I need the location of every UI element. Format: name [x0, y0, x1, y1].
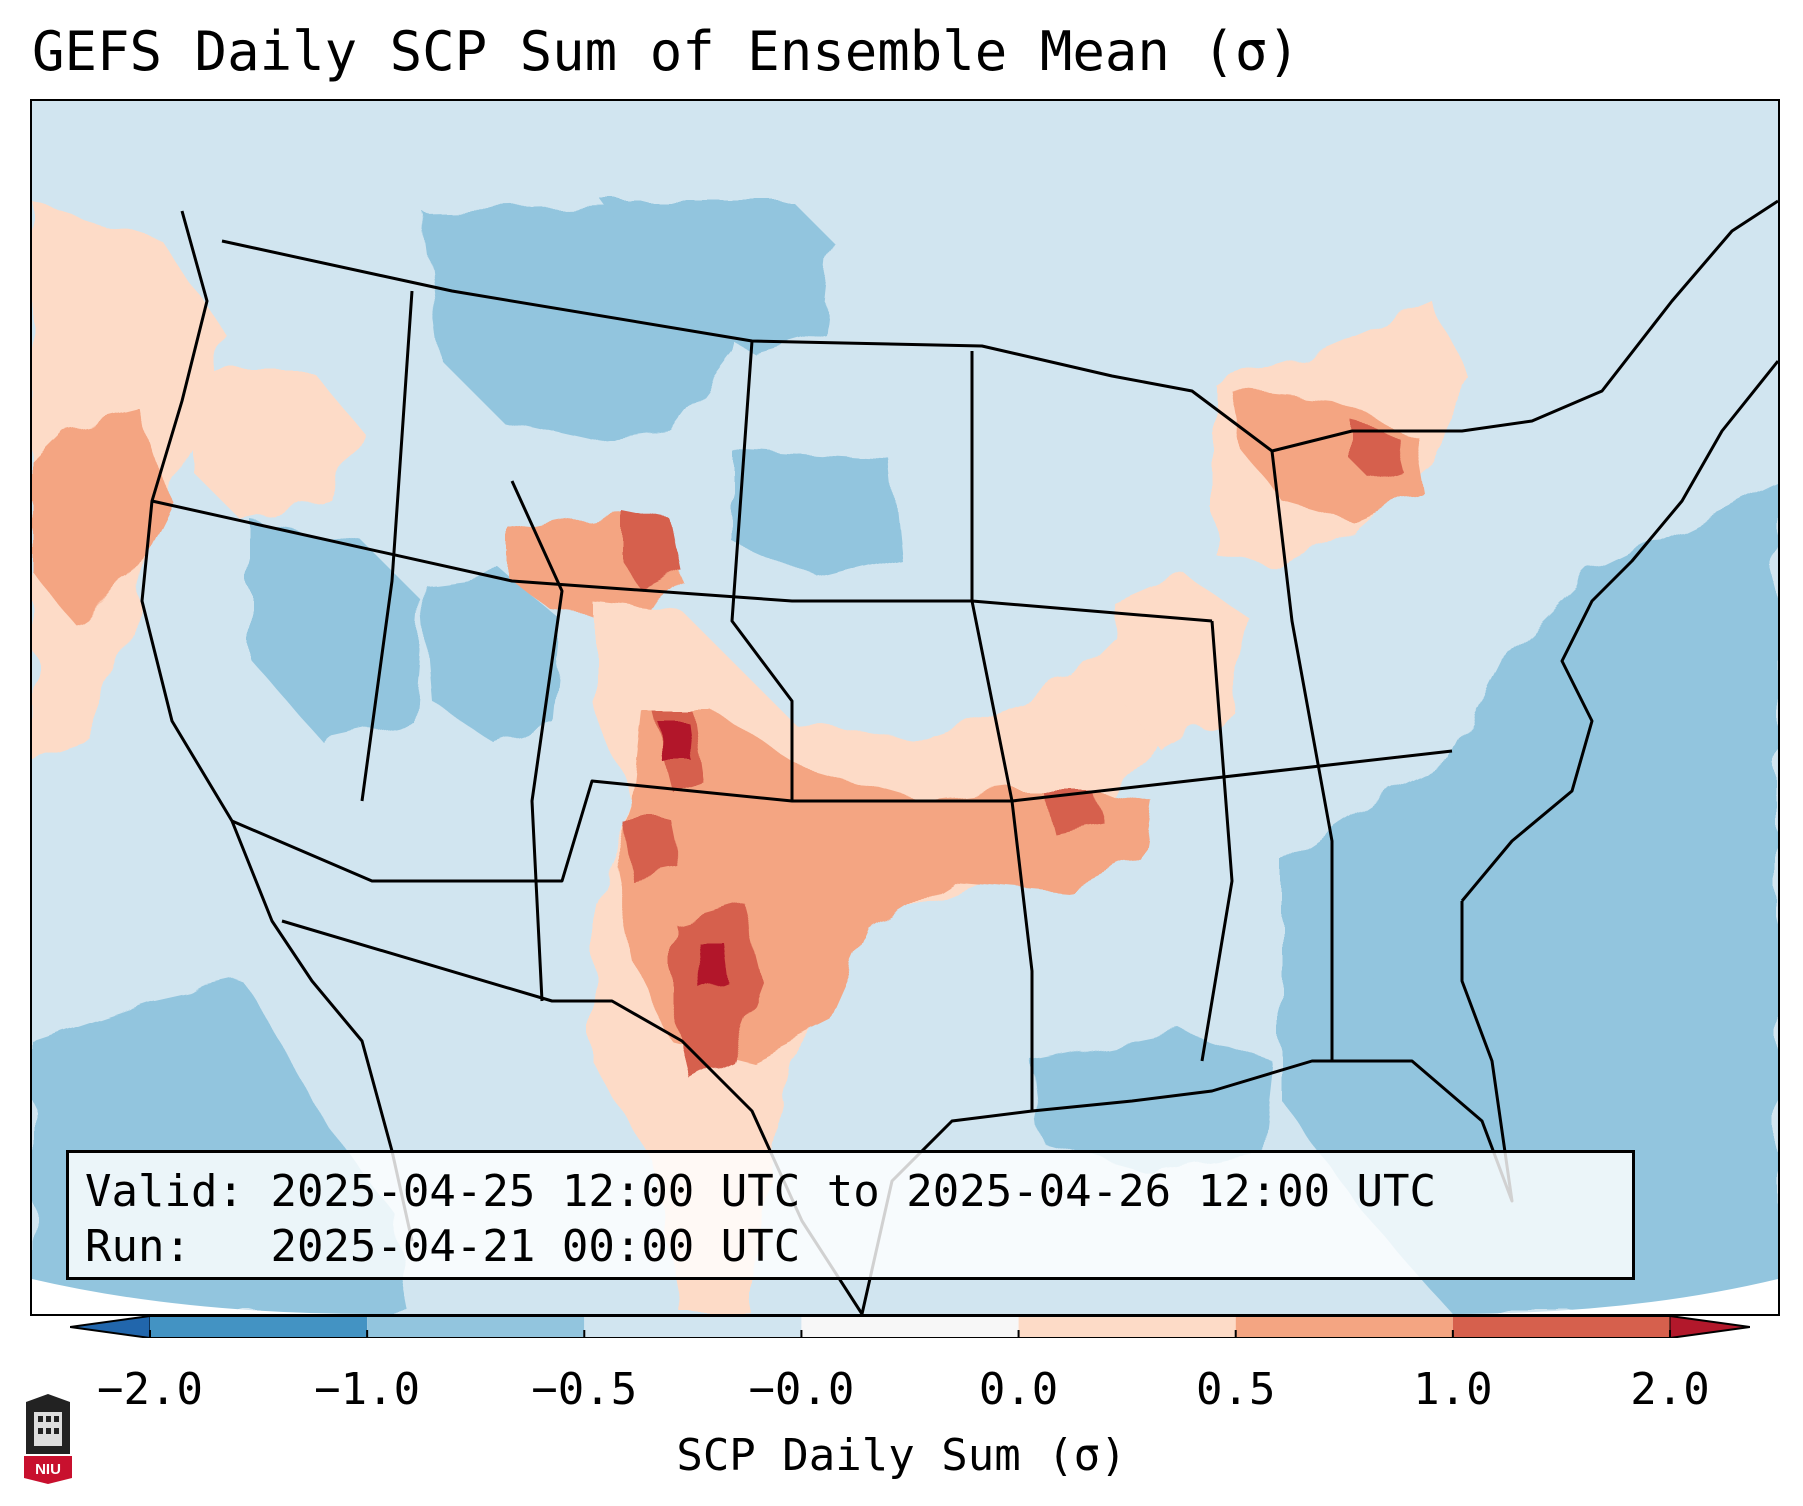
southeast-negative — [1312, 801, 1482, 981]
texas-strongest — [697, 941, 727, 991]
colorbar-segment — [1235, 1316, 1453, 1338]
colorbar-segment — [1018, 1316, 1236, 1338]
colorbar-segment — [584, 1316, 802, 1338]
northern-plains-negative — [732, 451, 902, 581]
logo-text: NIU — [35, 1461, 61, 1478]
oregon-positive — [192, 371, 362, 521]
valid-value: 2025-04-25 12:00 UTC to 2025-04-26 12:00… — [270, 1166, 1437, 1217]
geographic-boundaries — [140, 199, 1778, 1314]
michigan-strong — [1352, 421, 1402, 481]
map-canvas — [32, 101, 1778, 1314]
colorbar-tick-label: −2.0 — [97, 1364, 203, 1415]
run-line: Run: 2025-04-21 00:00 UTC — [85, 1220, 1632, 1275]
atlantic-negative-region — [1282, 481, 1778, 1314]
wyoming-strong — [622, 511, 682, 591]
colorbar-tick-label: 0.0 — [978, 1364, 1059, 1415]
colorbar-segment — [150, 1316, 368, 1338]
colorbar-segment — [367, 1316, 585, 1338]
colorbar-tick-label: −0.0 — [748, 1364, 855, 1415]
great-lakes-stronger — [1232, 391, 1422, 521]
state-line-1 — [151, 499, 1213, 623]
east-coast — [1460, 360, 1778, 902]
run-value: 2025-04-21 00:00 UTC — [270, 1220, 801, 1272]
colorbar-tick-label: 0.5 — [1195, 1364, 1276, 1415]
state-line-3 — [510, 480, 564, 1002]
colorado-strongest — [657, 721, 692, 761]
state-line-4 — [730, 340, 794, 801]
gulf-coast — [860, 901, 1514, 1314]
colorbar-tick-label: −1.0 — [314, 1364, 421, 1415]
colorbar-label: SCP Daily Sum (σ) — [676, 1430, 1127, 1481]
map-edge-clip — [32, 1279, 372, 1314]
coast-stronger-positive — [32, 411, 172, 621]
niu-logo: NIU — [24, 1394, 72, 1484]
gulf-negative-region — [1032, 1031, 1272, 1171]
state-line-7 — [360, 290, 414, 802]
map-edge-clip-right — [1452, 1279, 1778, 1314]
canada-border — [221, 199, 1778, 453]
colorbar — [70, 1316, 1750, 1338]
valid-run-info-box: Valid: 2025-04-25 12:00 UTC to 2025-04-2… — [66, 1150, 1635, 1280]
valid-label: Valid: — [85, 1166, 244, 1217]
valid-line: Valid: 2025-04-25 12:00 UTC to 2025-04-2… — [85, 1165, 1632, 1220]
texas-strong — [672, 901, 762, 1081]
canada-negative — [602, 201, 832, 351]
colorbar-segment — [801, 1316, 1019, 1338]
utah-colorado-negative — [422, 571, 562, 741]
colorbar-segment — [1452, 1316, 1670, 1338]
state-line-5 — [970, 351, 1034, 1111]
great-basin-negative — [252, 521, 422, 741]
missouri-strong — [1042, 791, 1102, 831]
west-coast — [140, 210, 414, 1242]
state-line-8 — [1270, 450, 1334, 1061]
colorbar-extend-high — [1669, 1316, 1750, 1338]
scp-map — [30, 99, 1780, 1316]
colorbar-tick-label: 2.0 — [1630, 1364, 1710, 1415]
colorbar-tick-label: 1.0 — [1413, 1364, 1493, 1415]
colorbar-tick-label: −0.5 — [531, 1364, 638, 1415]
state-line-6 — [1200, 620, 1234, 1062]
new-mexico-strong — [622, 821, 682, 881]
colorbar-extend-low — [70, 1316, 151, 1338]
map-title: GEFS Daily SCP Sum of Ensemble Mean (σ) — [32, 20, 1300, 83]
run-label: Run: — [85, 1220, 191, 1272]
